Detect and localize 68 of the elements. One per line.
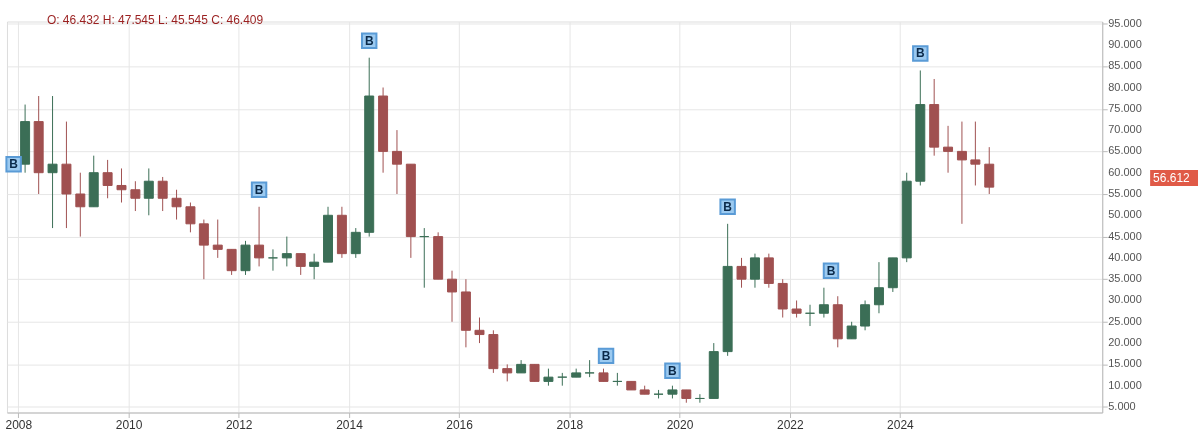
y-tick-label: 15.000 (1108, 357, 1142, 370)
text: 56.612 (1153, 170, 1191, 185)
y-tick-label: 25.000 (1108, 314, 1142, 327)
y-tick-label: 20.000 (1108, 336, 1142, 349)
candlestick (185, 202, 196, 233)
y-tick-label: 95.000 (1108, 16, 1142, 29)
candlestick (295, 253, 306, 276)
y-tick-label: 90.000 (1108, 37, 1142, 50)
y-tick-label: 35.000 (1108, 272, 1142, 285)
annotation: B (601, 348, 611, 363)
candlestick (171, 189, 182, 221)
candlestick (818, 287, 829, 319)
candlestick (130, 180, 141, 212)
candlestick (736, 257, 747, 289)
y-tick-label: 10.000 (1108, 378, 1142, 391)
y-tick-label: 75.000 (1108, 101, 1142, 114)
annotation: B (826, 263, 836, 278)
annotation: B (668, 363, 678, 378)
x-tick-label: 2012 (225, 417, 253, 432)
candlestick (143, 167, 154, 216)
annotation: B (364, 33, 374, 48)
y-tick-label: 60.000 (1108, 165, 1142, 178)
candlestick (860, 299, 871, 331)
x-tick-label: 2014 (336, 417, 364, 432)
candlestick (956, 121, 967, 225)
y-tick-label: 85.000 (1108, 59, 1142, 72)
y-tick-label: 40.000 (1108, 250, 1142, 263)
y-tick-label: 50.000 (1108, 208, 1142, 221)
candlestick (75, 172, 86, 238)
candlestick (102, 159, 113, 199)
annotation: B (9, 157, 19, 172)
candlestick (873, 261, 884, 314)
candlestick (474, 317, 485, 344)
x-tick-label: 2010 (115, 417, 143, 432)
y-tick-label: 70.000 (1108, 123, 1142, 136)
x-tick-label: 2018 (556, 417, 584, 432)
candlestick (970, 121, 981, 186)
x-tick-label: 2020 (666, 417, 694, 432)
candlestick (943, 125, 954, 174)
annotation: B (254, 182, 264, 197)
y-tick-label: 30.000 (1108, 293, 1142, 306)
y-tick-label: 45.000 (1108, 229, 1142, 242)
annotation: B (915, 46, 925, 61)
x-tick-label: 2016 (446, 417, 474, 432)
y-tick-label: 5.000 (1108, 399, 1136, 412)
x-tick-label: 2022 (776, 417, 804, 432)
candlestick (226, 248, 237, 276)
candlestick (198, 219, 209, 280)
x-tick-label: 2008 (5, 417, 33, 432)
candlestick (447, 270, 458, 323)
y-tick-label: 80.000 (1108, 80, 1142, 93)
y-tick-label: 65.000 (1108, 144, 1142, 157)
candlestick (267, 248, 278, 272)
annotation: B (723, 199, 733, 214)
x-tick-label: 2024 (887, 417, 915, 432)
candlestick (212, 219, 223, 259)
candlestick (254, 206, 265, 267)
candlestick (391, 129, 402, 195)
candlestick (749, 253, 760, 289)
candlestick (157, 176, 168, 212)
annotation: O: 46.432 H: 47.545 L: 45.545 C: 46.409 (46, 13, 264, 28)
candlestick (47, 95, 58, 229)
y-tick-label: 55.000 (1108, 186, 1142, 199)
candlestick (984, 146, 995, 195)
candlestick (350, 227, 361, 259)
candlestick (116, 167, 127, 204)
candlestick (309, 253, 320, 280)
candlestick (281, 236, 292, 267)
